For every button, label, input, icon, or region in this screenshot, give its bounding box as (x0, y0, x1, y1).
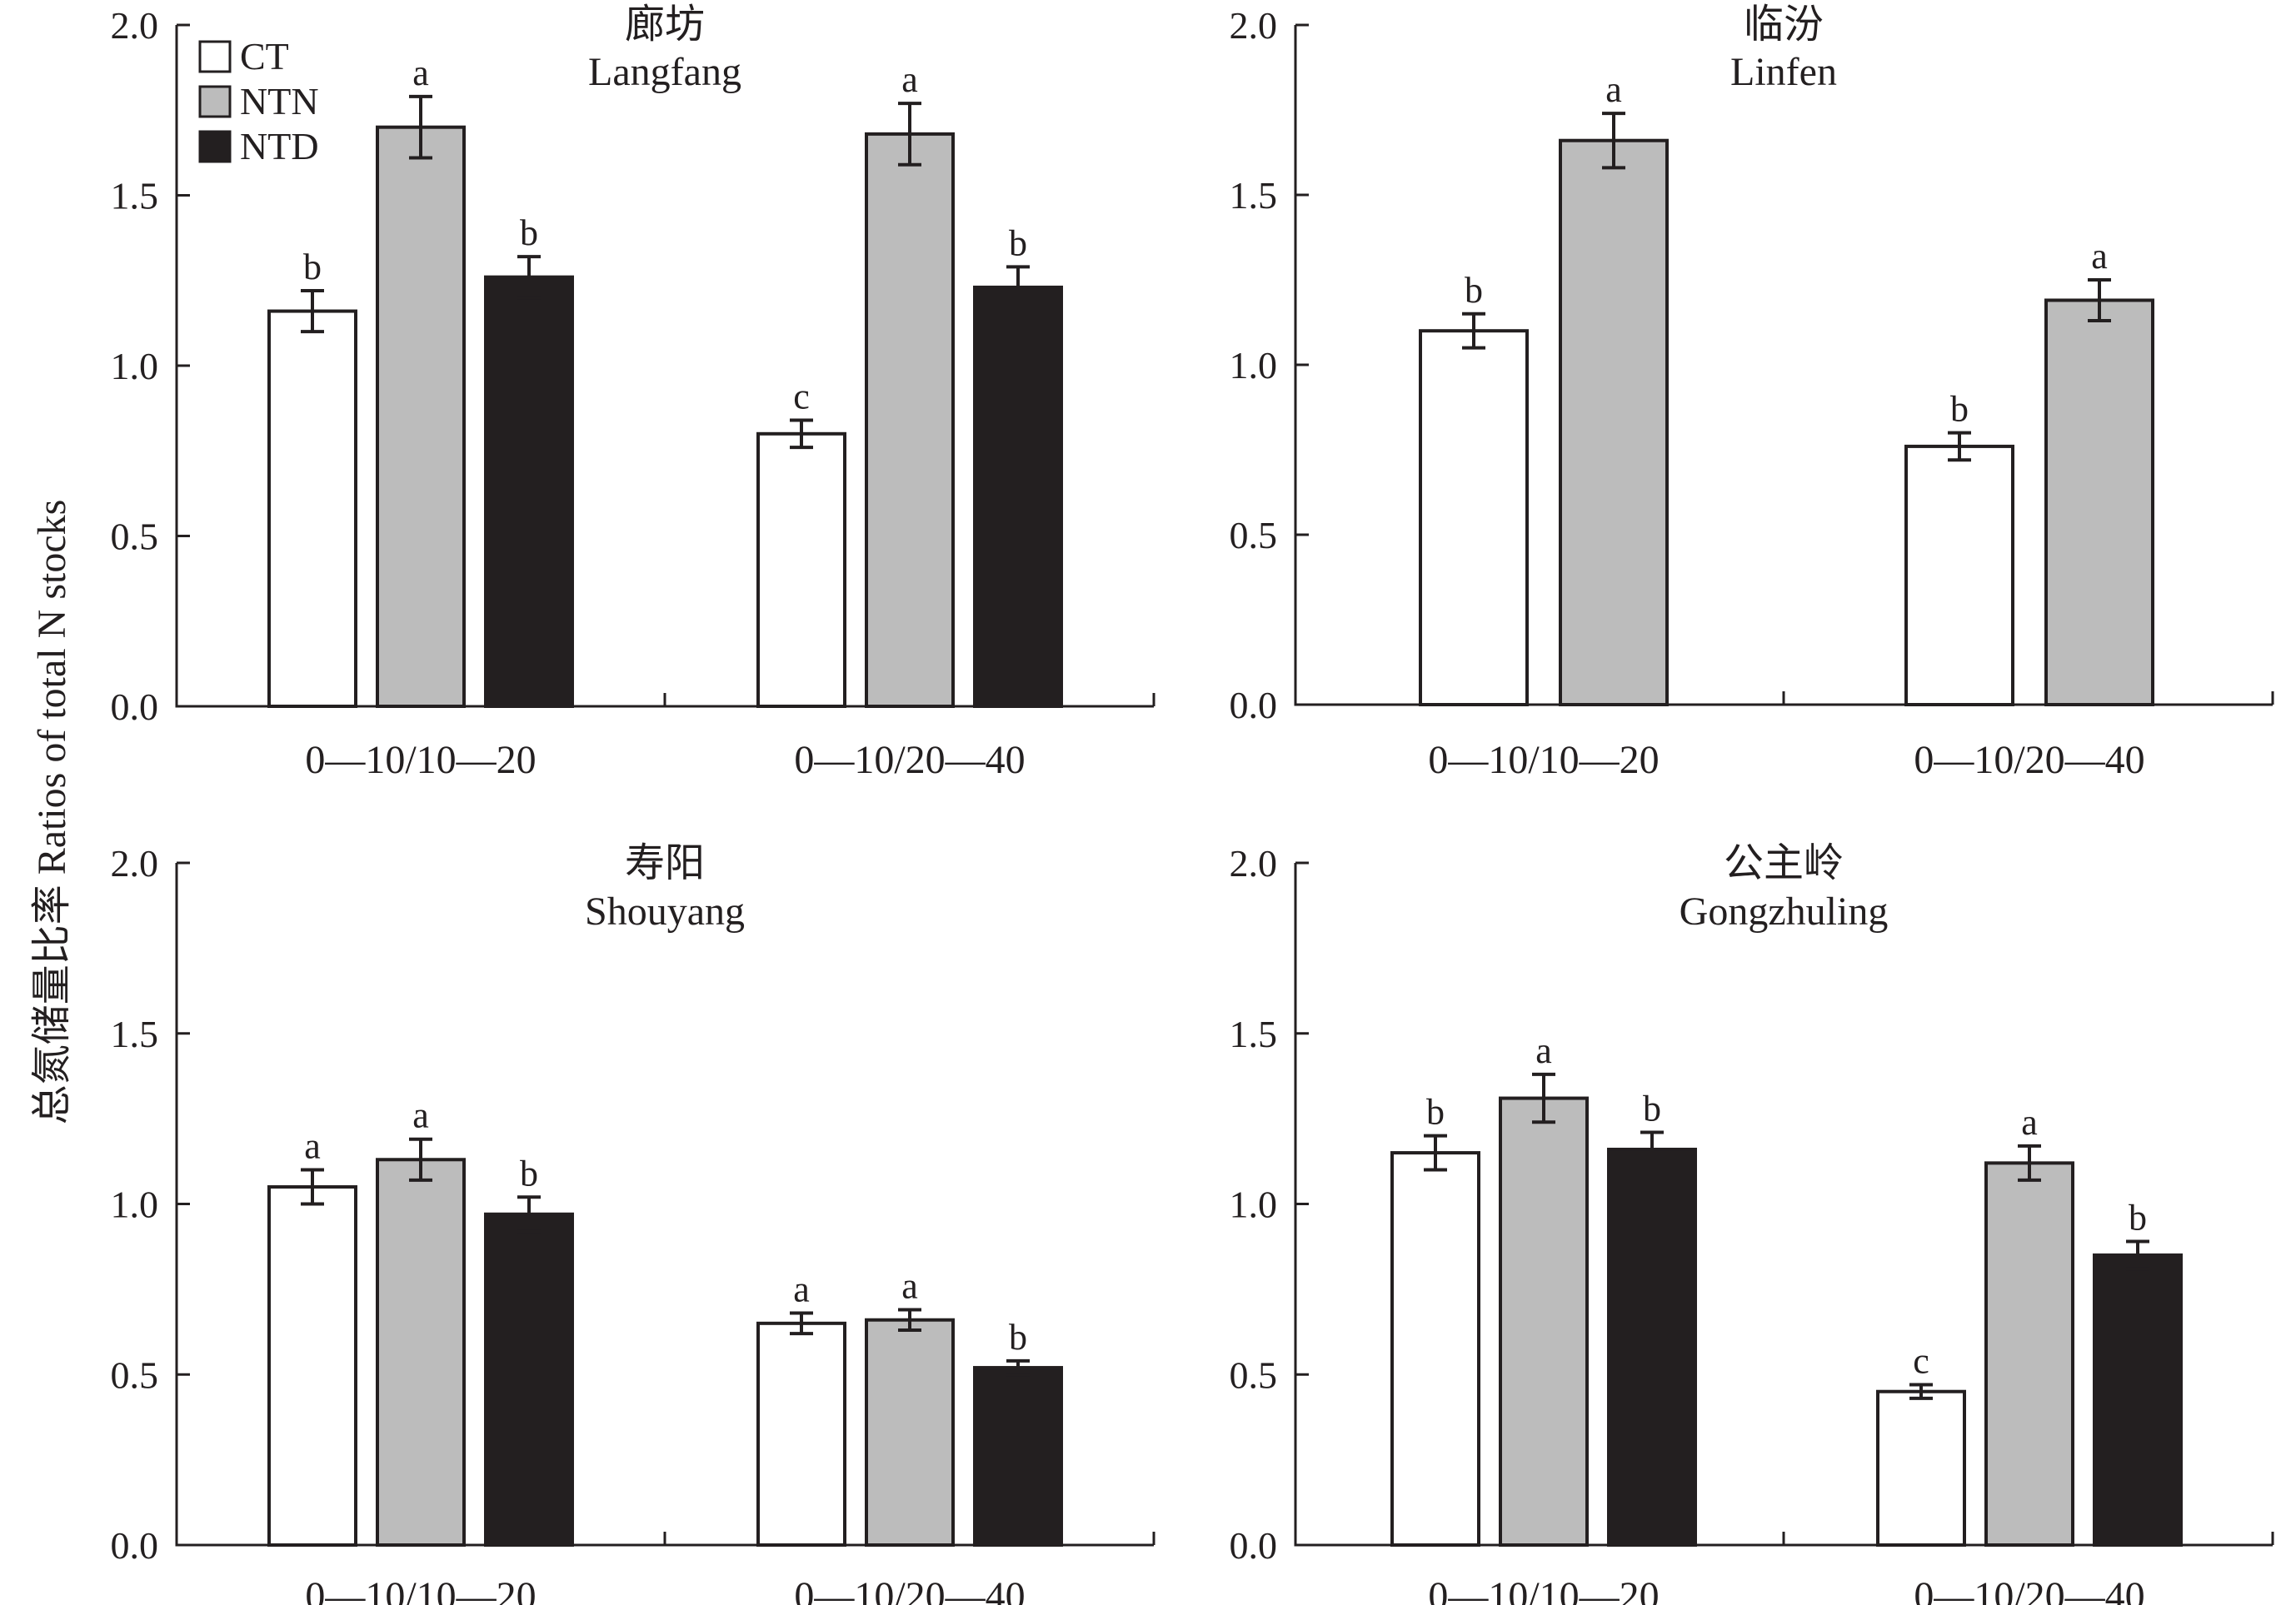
significance-letter: c (1913, 1341, 1929, 1382)
bar-ntd (484, 1212, 574, 1548)
y-tick-label: 1.0 (1230, 344, 1278, 386)
significance-letter: b (520, 1153, 538, 1194)
bar-ct (267, 1185, 357, 1548)
significance-letter: b (1950, 389, 1969, 430)
panel-title-cn: 寿阳 (625, 841, 705, 885)
y-tick-label: 1.0 (111, 1184, 159, 1226)
y-tick-label: 1.5 (111, 175, 159, 217)
panel-title-cn: 临汾 (1744, 2, 1824, 47)
significance-letter: a (901, 59, 918, 100)
bar-ntn (376, 125, 466, 708)
significance-letter: b (303, 247, 322, 287)
y-axis-title: 总氮储量比率 Ratios of total N stocks (30, 500, 74, 1125)
bar-ntn (865, 1318, 955, 1547)
x-category-label: 0—10/20—40 (794, 738, 1025, 782)
legend-swatch-ct (198, 40, 232, 73)
bar-ntd (973, 1366, 1063, 1548)
bar-ct (1904, 444, 2014, 706)
chart-panel: 0.0 0.5 1.0 1.5 2.0 公主岭 Gongzhuling 0—10/10—20 0… (1230, 841, 2274, 1605)
significance-letter: a (793, 1269, 810, 1310)
significance-letter: b (1009, 222, 1027, 263)
significance-letter: b (1426, 1092, 1445, 1133)
bar-ntd (484, 275, 574, 709)
y-tick-label: 0.5 (1230, 514, 1278, 556)
bar-ct (1876, 1389, 1966, 1547)
bar-ntd (1607, 1147, 1697, 1547)
significance-letter: a (412, 52, 429, 93)
y-tick-label: 2.0 (111, 4, 159, 47)
legend-swatch-ntd (198, 130, 232, 163)
y-tick-label: 2.0 (1230, 842, 1278, 885)
y-tick-label: 1.0 (111, 345, 159, 387)
x-category-label: 0—10/10—20 (1428, 1574, 1659, 1605)
y-tick-label: 1.0 (1230, 1184, 1278, 1226)
y-tick-label: 0.0 (111, 1524, 159, 1567)
chart-panel: 0.0 0.5 1.0 1.5 2.0 寿阳 Shouyang 0—10/10—20 0—10/… (111, 841, 1155, 1605)
y-tick-label: 1.5 (1230, 1013, 1278, 1055)
panel-title-en: Gongzhuling (1680, 890, 1889, 934)
significance-letter: b (2129, 1198, 2147, 1239)
significance-letter: a (2021, 1102, 2038, 1143)
x-category-label: 0—10/10—20 (305, 738, 536, 782)
x-category-label: 0—10/20—40 (794, 1574, 1025, 1605)
bar-ct (756, 1321, 846, 1547)
y-tick-label: 0.5 (111, 516, 159, 558)
bar-ct (756, 431, 846, 708)
significance-letter: c (793, 376, 810, 416)
bar-ntn (376, 1158, 466, 1547)
panel-title-cn: 公主岭 (1724, 841, 1844, 885)
x-category-label: 0—10/10—20 (305, 1574, 536, 1605)
y-tick-label: 2.0 (111, 842, 159, 885)
significance-letter: a (1535, 1030, 1552, 1071)
significance-letter: a (412, 1095, 429, 1136)
legend-label-ntd: NTD (240, 125, 319, 167)
significance-letter: b (1643, 1089, 1661, 1129)
panel-title-en: Linfen (1730, 50, 1837, 94)
significance-letter: b (1465, 270, 1483, 311)
legend-label-ntn: NTN (240, 80, 319, 122)
y-tick-label: 2.0 (1230, 4, 1278, 47)
x-category-label: 0—10/20—40 (1914, 738, 2144, 782)
bar-ntn (2044, 298, 2154, 706)
y-tick-label: 0.0 (111, 685, 159, 728)
significance-letter: a (901, 1265, 918, 1306)
y-tick-label: 0.0 (1230, 684, 1278, 726)
significance-letter: a (2091, 236, 2108, 277)
legend-label-ct: CT (240, 35, 289, 77)
bar-ct (1419, 329, 1529, 706)
y-tick-label: 0.0 (1230, 1524, 1278, 1567)
x-category-label: 0—10/20—40 (1914, 1574, 2144, 1605)
bar-ntn (1499, 1096, 1589, 1548)
bar-ct (1390, 1151, 1480, 1547)
x-category-label: 0—10/10—20 (1428, 738, 1659, 782)
panel-title-cn: 廊坊 (625, 2, 705, 47)
y-tick-label: 1.5 (111, 1013, 159, 1055)
significance-letter: a (1605, 69, 1622, 110)
bar-ntd (973, 285, 1063, 708)
legend-swatch-ntn (198, 85, 232, 118)
significance-letter: b (1009, 1317, 1027, 1358)
bar-ntn (1559, 138, 1669, 707)
bar-ct (267, 309, 357, 708)
panel-title-en: Shouyang (585, 890, 745, 934)
significance-letter: b (520, 212, 538, 253)
y-tick-label: 0.5 (111, 1353, 159, 1396)
bar-ntn (865, 132, 955, 708)
significance-letter: a (304, 1126, 321, 1167)
bar-ntn (1984, 1161, 2074, 1547)
bar-ntd (2093, 1253, 2183, 1548)
y-tick-label: 0.5 (1230, 1353, 1278, 1396)
panel-title-en: Langfang (588, 50, 741, 94)
y-tick-label: 1.5 (1230, 174, 1278, 217)
